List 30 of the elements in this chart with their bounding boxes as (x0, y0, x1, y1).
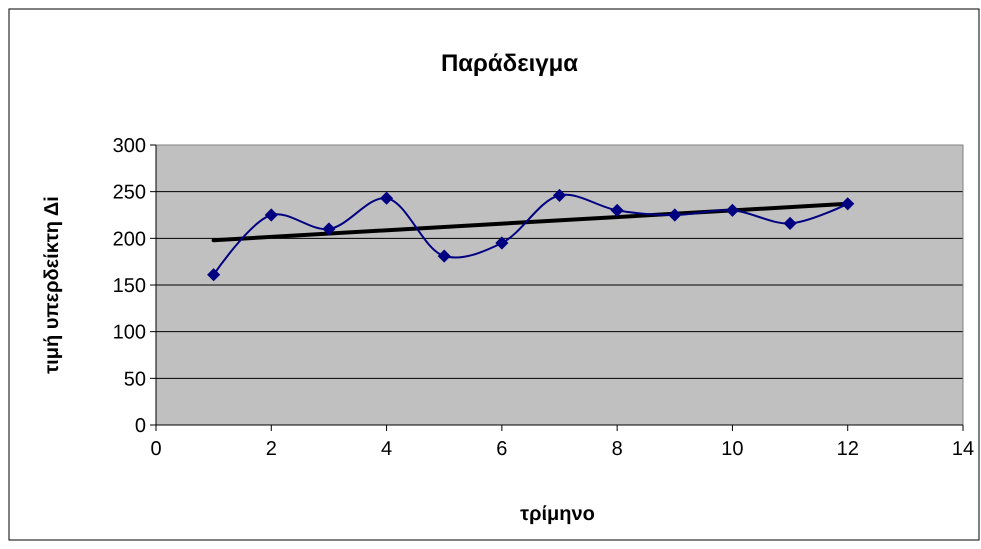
y-tick-label: 50 (124, 368, 146, 390)
point (322, 222, 336, 236)
point (552, 188, 566, 202)
point (264, 208, 278, 222)
y-tick-label: 150 (112, 275, 146, 297)
point (726, 204, 739, 217)
point (380, 192, 394, 205)
y-axis-title: τιμή υπερδείκτη Δi (41, 196, 63, 374)
point (207, 268, 220, 282)
x-tick-label: 12 (836, 438, 859, 460)
x-tick-label: 10 (721, 438, 744, 460)
point (610, 204, 624, 217)
point (668, 208, 682, 222)
x-axis-title: τρίμηνο (520, 503, 595, 525)
point (784, 216, 797, 230)
x-tick-label: 0 (150, 438, 162, 460)
y-tick-label: 250 (112, 182, 146, 204)
x-tick-label: 14 (952, 438, 974, 460)
x-tick-label: 6 (496, 438, 508, 460)
x-tick-label: 2 (266, 438, 277, 460)
x-tick-label: 8 (612, 438, 623, 460)
y-tick-label: 100 (112, 322, 146, 344)
y-tick-label: 200 (112, 228, 146, 250)
point (438, 250, 451, 263)
point (841, 197, 854, 210)
chart-title: Παράδειγμα (440, 50, 578, 77)
y-tick-label: 0 (134, 415, 146, 437)
point (495, 236, 508, 250)
x-tick-label: 4 (381, 438, 392, 460)
y-tick-label: 300 (112, 135, 146, 157)
